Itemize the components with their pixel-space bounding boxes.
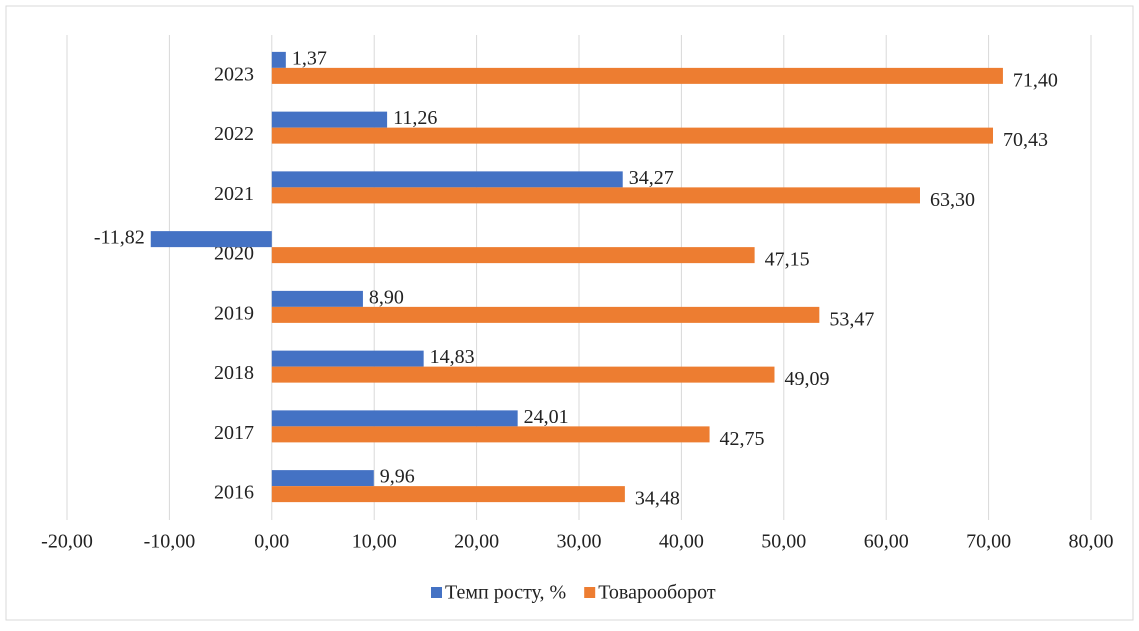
legend-swatch	[431, 587, 442, 598]
bar	[271, 366, 775, 383]
y-tick-label: 2020	[214, 243, 254, 265]
x-tick-label: 40,00	[659, 531, 704, 553]
x-tick-label: 80,00	[1069, 531, 1114, 553]
legend-swatch	[584, 587, 596, 598]
data-label: 34,48	[635, 488, 680, 510]
data-label: 63,30	[930, 189, 975, 211]
x-tick-label: 30,00	[557, 531, 602, 553]
y-tick-label: 2019	[214, 302, 254, 324]
y-tick-label: 2021	[214, 183, 254, 205]
data-label: 47,15	[765, 249, 810, 271]
x-tick-label: -10,00	[144, 531, 196, 553]
x-tick-label: 10,00	[352, 531, 397, 553]
bar	[271, 470, 374, 487]
x-tick-label: 50,00	[761, 531, 806, 553]
data-label: 71,40	[1013, 69, 1058, 91]
y-tick-label: 2016	[214, 482, 254, 504]
bar	[271, 290, 363, 307]
bar	[271, 67, 1003, 84]
bar	[271, 426, 710, 443]
bar	[271, 111, 388, 128]
data-label: 49,09	[784, 368, 829, 390]
data-label: 42,75	[720, 428, 765, 450]
legend-label: Товарооборот	[598, 582, 716, 604]
bar	[271, 187, 920, 204]
bar	[271, 486, 625, 503]
data-label: 70,43	[1003, 129, 1048, 151]
y-tick-label: 2023	[214, 63, 254, 85]
data-label: 1,37	[292, 47, 327, 69]
bar	[271, 51, 286, 68]
bar	[271, 306, 820, 323]
bar	[271, 171, 623, 188]
data-label: 8,90	[369, 286, 404, 308]
x-tick-label: 0,00	[254, 531, 289, 553]
data-label: 34,27	[629, 167, 674, 189]
x-tick-label: 60,00	[864, 531, 909, 553]
x-tick-label: 20,00	[454, 531, 499, 553]
bar	[150, 231, 272, 248]
bar	[271, 410, 518, 427]
bar	[271, 247, 755, 264]
x-tick-label: 70,00	[966, 531, 1011, 553]
data-label: -11,82	[94, 227, 145, 249]
data-label: 53,47	[829, 308, 874, 330]
y-tick-label: 2017	[214, 422, 254, 444]
x-tick-label: -20,00	[41, 531, 93, 553]
y-tick-label: 2018	[214, 362, 254, 384]
y-tick-label: 2022	[214, 123, 254, 145]
data-label: 9,96	[380, 466, 415, 488]
bar	[271, 127, 994, 144]
bar	[271, 350, 424, 367]
data-label: 11,26	[393, 107, 437, 129]
data-label: 24,01	[524, 406, 569, 428]
data-label: 14,83	[430, 346, 475, 368]
legend-label: Темп росту, %	[445, 582, 566, 604]
